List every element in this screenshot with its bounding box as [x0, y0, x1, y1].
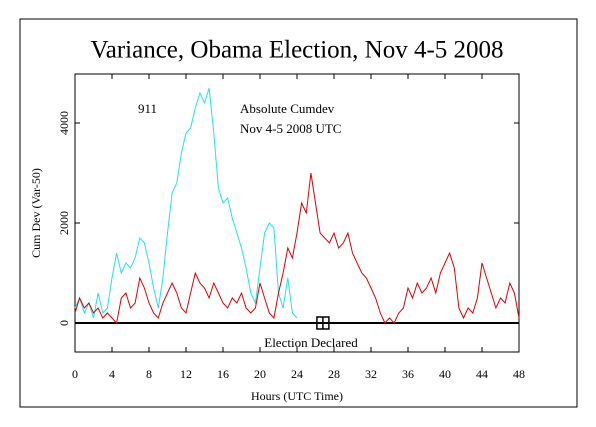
- legend-label: 911: [138, 101, 157, 116]
- x-tick-label: 32: [365, 367, 377, 381]
- x-axis-label: Hours (UTC Time): [251, 389, 343, 403]
- x-tick-label: 36: [402, 367, 414, 381]
- x-tick-label: 0: [72, 367, 78, 381]
- x-tick-label: 16: [217, 367, 229, 381]
- series-line: [74, 172, 520, 325]
- x-tick-label: 48: [513, 367, 525, 381]
- y-axis-label: Cum Dev (Var-50): [29, 168, 43, 258]
- x-tick-label: 28: [328, 367, 340, 381]
- legend-label: Absolute Cumdev: [240, 101, 335, 116]
- x-tick-label: 12: [180, 367, 192, 381]
- x-tick-label: 20: [254, 367, 266, 381]
- marker-label: Election Declared: [264, 335, 358, 350]
- series-line: [74, 87, 298, 319]
- election-marker: [316, 316, 330, 330]
- x-tick-label: 4: [109, 367, 115, 381]
- x-tick-label: 40: [439, 367, 451, 381]
- subtitle: Nov 4-5 2008 UTC: [240, 121, 341, 136]
- y-tick-label: 0: [57, 320, 71, 326]
- frame: [19, 18, 578, 408]
- x-tick-label: 44: [476, 367, 488, 381]
- chart-title: Variance, Obama Election, Nov 4-5 2008: [90, 37, 503, 64]
- y-tick-label: 2000: [57, 211, 71, 235]
- y-tick-label: 4000: [57, 111, 71, 135]
- x-tick-label: 8: [146, 367, 152, 381]
- x-tick-label: 24: [291, 367, 303, 381]
